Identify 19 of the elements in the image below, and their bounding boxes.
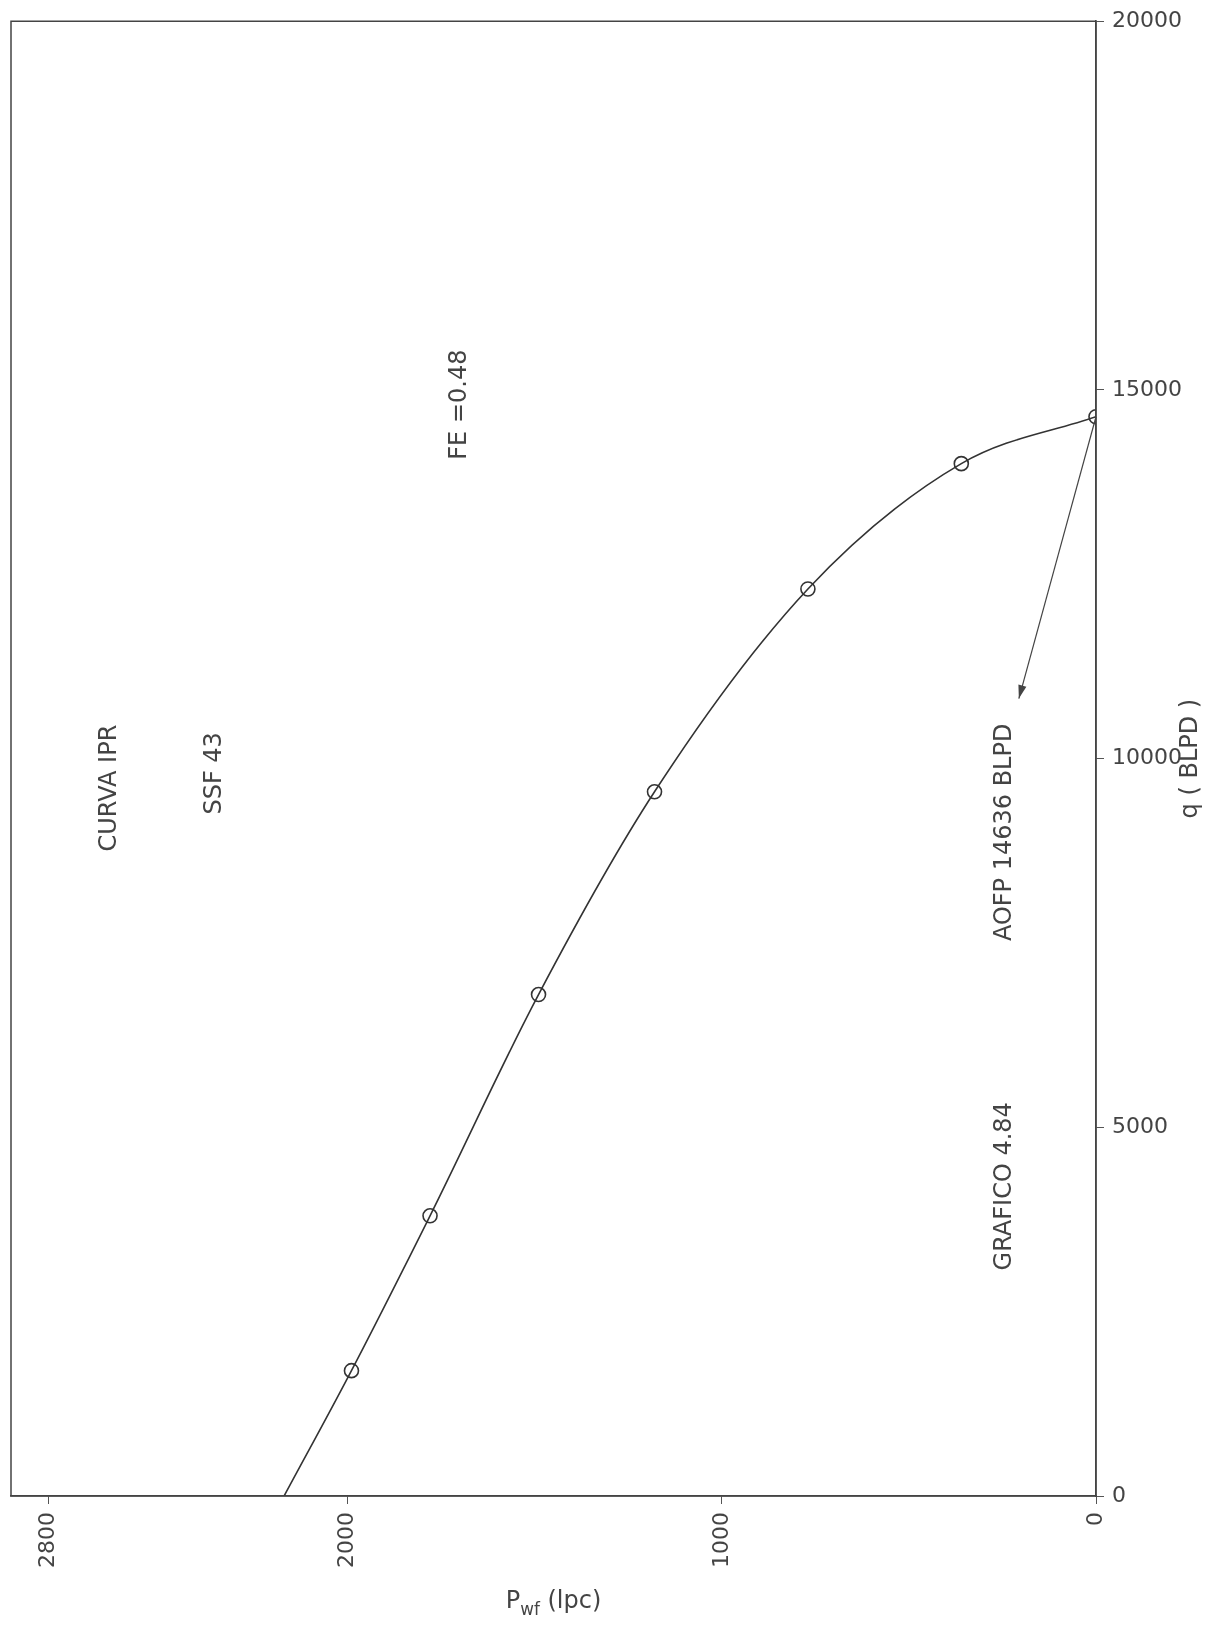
point	[953, 455, 970, 472]
point	[422, 1207, 438, 1224]
annotation: SSF 43	[199, 732, 228, 815]
x-tick-label: 2800	[34, 1512, 60, 1568]
point	[800, 581, 816, 597]
point	[343, 1362, 360, 1379]
y-tick-label: 5000	[1112, 1113, 1168, 1139]
y-tick-label: 15000	[1112, 375, 1182, 401]
annotation: CURVA IPR	[93, 724, 122, 852]
y-tick-label: 20000	[1112, 6, 1182, 32]
x-tick-label: 0	[1081, 1512, 1107, 1526]
point	[530, 986, 547, 1003]
annotation: GRAFICO 4.84	[989, 1102, 1018, 1271]
point	[646, 783, 663, 800]
x-tick-label: 1000	[707, 1512, 733, 1568]
annotation: AOFP 14636 BLPD	[989, 723, 1018, 942]
y-tick-label: 0	[1112, 1481, 1126, 1507]
annotation: FE =0.48	[444, 349, 473, 460]
x-tick-label: 2000	[333, 1512, 359, 1568]
